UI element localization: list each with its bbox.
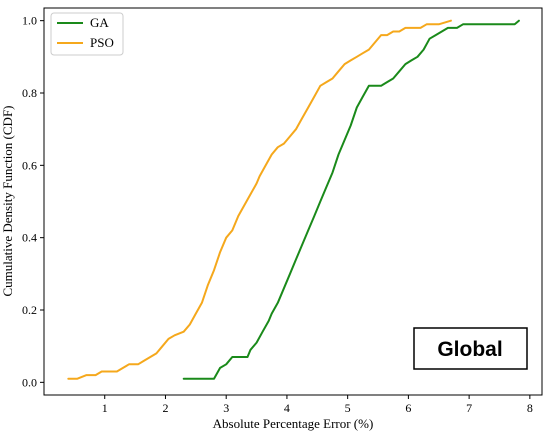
region-annotation-label: Global: [437, 338, 502, 361]
y-tick-label: 0.0: [22, 375, 37, 389]
x-tick-label: 1: [102, 401, 108, 415]
y-tick-label: 0.2: [22, 303, 37, 317]
y-tick-label: 0.6: [22, 158, 37, 172]
x-tick-label: 7: [466, 401, 472, 415]
y-axis-ticks: 0.0 0.2 0.4 0.6 0.8 1.0: [22, 14, 44, 389]
legend-label-ga: GA: [90, 15, 109, 30]
series-line-ga: [182, 19, 520, 380]
y-tick-label: 0.8: [22, 86, 37, 100]
x-tick-label: 6: [405, 401, 411, 415]
plot-frame: [43, 7, 543, 396]
x-tick-label: 4: [284, 401, 290, 415]
x-axis-title: Absolute Percentage Error (%): [213, 416, 374, 431]
x-axis-ticks: 1 2 3 4 5 6 7 8: [102, 395, 533, 415]
x-tick-label: 3: [223, 401, 229, 415]
region-annotation-box: [413, 327, 528, 370]
y-axis-title: Cumulative Density Function (CDF): [0, 105, 15, 296]
series-layer: [67, 19, 520, 380]
region-annotation: Global: [413, 327, 528, 370]
x-tick-label: 2: [162, 401, 168, 415]
legend: GA PSO: [50, 12, 124, 56]
y-tick-label: 0.4: [22, 231, 37, 245]
y-tick-label: 1.0: [22, 14, 37, 28]
legend-label-pso: PSO: [90, 35, 114, 50]
x-tick-label: 5: [345, 401, 351, 415]
series-line-pso: [67, 19, 452, 380]
x-tick-label: 8: [527, 401, 533, 415]
